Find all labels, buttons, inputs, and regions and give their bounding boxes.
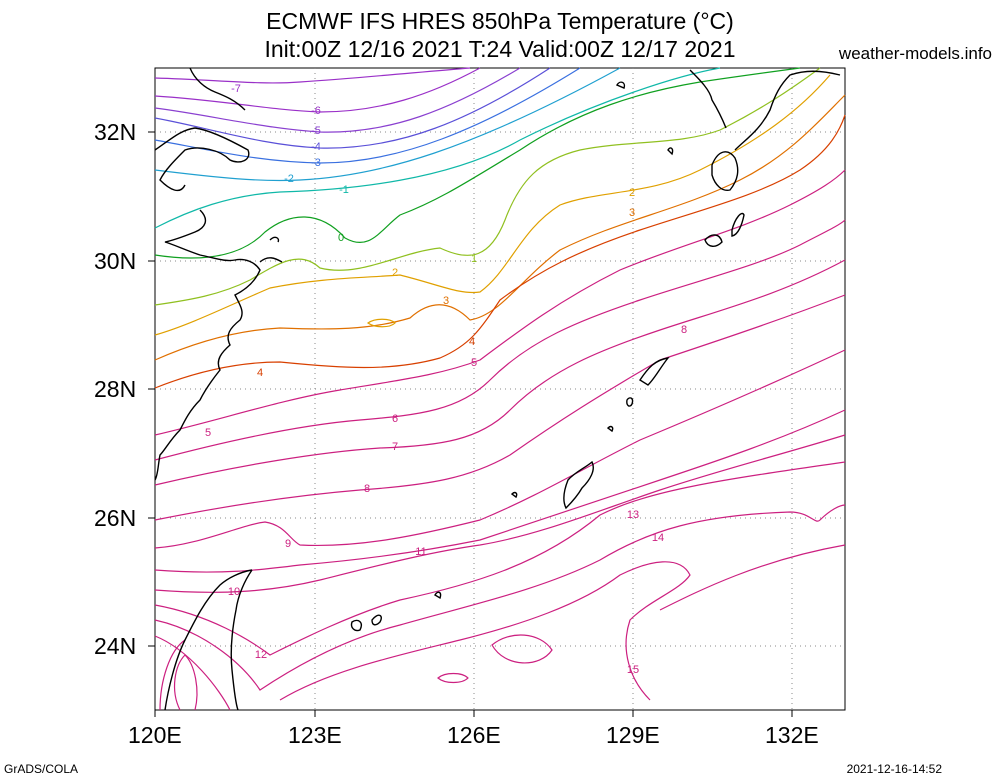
coastline-kyushu [689,69,841,247]
contour-label: 4 [469,336,475,348]
contour-label: 1 [471,253,477,265]
contour-label: 5 [471,357,477,369]
isotherm-8 [154,294,846,521]
isotherm-4 [154,114,846,389]
isotherm-9 [154,349,846,549]
coastline-taiwan [164,569,253,711]
contour-label: 8 [364,483,370,495]
contour-label: 5 [205,427,211,439]
contour-label: -4 [311,141,321,153]
isotherm-13 [154,504,846,691]
contour-label: 3 [629,207,635,219]
isotherm-15-small-loop [437,672,469,684]
contour-label: 8 [681,324,687,336]
coastline-china-north [154,67,250,192]
contour-label: 10 [228,586,240,598]
lat-tick-32n: 32N [94,119,137,145]
isotherm-1 [154,67,821,306]
isotherm-minus5 [154,67,521,133]
isotherm-3 [154,94,846,361]
isotherm-2-loop [366,318,396,328]
tick-marks [148,131,793,717]
graticule [155,68,845,710]
footer-source: GrADS/COLA [4,762,79,776]
isotherm-0 [154,67,801,259]
isotherm-14 [154,544,846,711]
lon-tick-123e: 123E [288,722,342,748]
contour-labels: -7-6-5-4-3-2-101234546789101112131415235… [205,83,687,676]
isotherm-minus2 [154,67,621,182]
contour-label: -1 [339,184,349,196]
coastline-zhoushan [259,236,283,263]
isotherm-10 [154,409,846,573]
footer-timestamp: 2021-12-16-14:52 [846,762,942,776]
contour-label: 3 [443,295,449,307]
isotherm-taiwan-loops [159,639,198,711]
isotherm-minus6 [154,67,481,113]
isotherm-2 [154,74,831,336]
contour-label: -2 [284,173,294,185]
map-subtitle: Init:00Z 12/16 2021 T:24 Valid:00Z 12/17… [264,36,736,62]
lat-tick-26n: 26N [94,505,137,531]
isotherm-12 [154,461,846,656]
contour-label: 11 [415,546,426,558]
coastline-okinawa [510,460,594,510]
isotherm-7 [154,259,846,486]
isotherm-15-loop [491,634,553,664]
isotherm-6 [154,219,846,461]
lon-tick-129e: 129E [606,722,660,748]
lat-tick-30n: 30N [94,248,137,274]
coastline-small-islands [615,81,674,156]
coastlines [154,67,841,711]
contour-label: 0 [338,232,344,244]
isotherm-minus1 [154,67,721,229]
contour-label: 13 [627,509,639,521]
contour-label: 9 [285,538,291,550]
contour-label: -3 [311,157,321,169]
lat-tick-24n: 24N [94,633,137,659]
isotherms [154,67,846,711]
isotherm-11 [154,434,846,593]
isotherm-minus7 [154,67,471,84]
contour-label: 2 [629,187,635,199]
contour-label: -5 [311,125,321,137]
isotherm-minus4 [154,67,551,149]
coastline-amami [606,357,670,433]
contour-label: 4 [257,367,263,379]
contour-label: 12 [255,649,267,661]
lat-tick-28n: 28N [94,376,137,402]
contour-label: 6 [392,413,398,425]
map-title: ECMWF IFS HRES 850hPa Temperature (°C) [266,8,734,34]
contour-label: 2 [392,267,398,279]
coastline-china-east [154,209,261,481]
contour-label: 15 [627,664,639,676]
lon-tick-132e: 132E [765,722,819,748]
coastline-sakishima [350,591,442,632]
lon-tick-126e: 126E [447,722,501,748]
contour-label: 14 [652,532,664,544]
contour-label: -6 [311,105,321,117]
contour-label: -7 [231,83,241,95]
contour-label: 7 [392,441,398,453]
site-credit: weather-models.info [838,44,992,63]
lon-tick-120e: 120E [128,722,182,748]
isotherm-5 [154,169,846,436]
isotherm-minus3 [154,67,581,164]
